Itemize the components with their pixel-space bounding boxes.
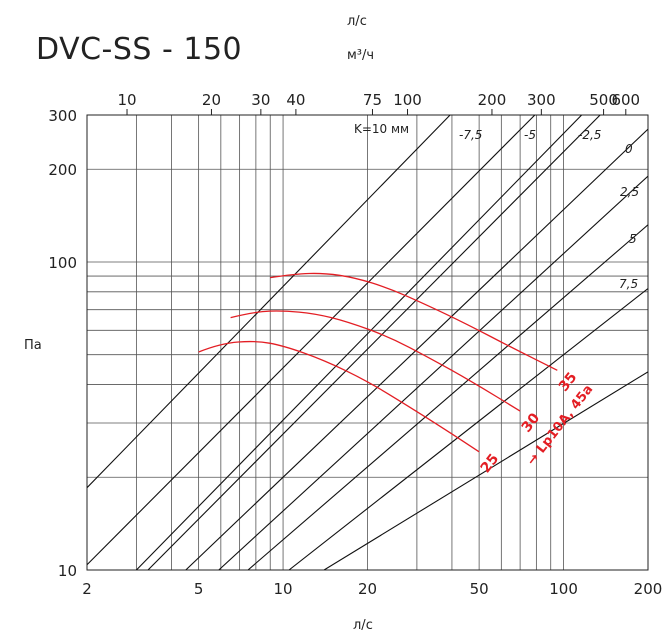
diagonal-line — [87, 115, 536, 566]
diagonal-line-label: 5 — [629, 232, 637, 246]
y-tick-label: 100 — [48, 254, 77, 272]
diagonal-line — [136, 115, 583, 570]
diagonal-line-label: -2,5 — [578, 128, 601, 142]
y-tick-label: 200 — [48, 161, 77, 179]
y-axis-unit: Па — [24, 338, 42, 353]
diagonal-line-label: 0 — [625, 142, 633, 156]
x-tick-label: 2 — [82, 580, 92, 598]
diagonal-line-label: K=10 мм — [354, 122, 409, 136]
fan-curve-label-25: 25 — [478, 451, 503, 476]
fan-curve-25 — [198, 340, 480, 453]
y-tick-label: 300 — [48, 107, 77, 125]
top-axis-tick-label: 40 — [286, 91, 305, 109]
top-axis-tick-label: 600 — [611, 91, 640, 109]
x-tick-label: 50 — [470, 580, 489, 598]
fan-curve-30 — [230, 310, 521, 412]
top-unit-m3h: м³/ч — [347, 48, 375, 63]
diagonal-line — [185, 128, 648, 570]
x-tick-label: 20 — [358, 580, 377, 598]
top-axis-tick-label: 200 — [478, 91, 507, 109]
top-unit-ls: л/с — [347, 14, 367, 29]
diagonal-line — [87, 115, 451, 489]
fan-curve-35 — [270, 272, 558, 371]
top-axis-tick-label: 100 — [393, 91, 422, 109]
x-tick-label: 100 — [549, 580, 578, 598]
top-axis-tick-label: 75 — [363, 91, 382, 109]
diagonal-line — [323, 371, 648, 570]
diagonal-line — [288, 288, 648, 570]
bottom-unit-ls: л/с — [353, 618, 373, 633]
top-axis-tick-label: 30 — [251, 91, 270, 109]
diagonal-line — [147, 115, 601, 570]
fan-curve-label-30: 30 — [519, 410, 544, 435]
top-axis-tick-label: 500 — [589, 91, 618, 109]
diagonal-line-label: 7,5 — [619, 277, 638, 291]
x-tick-label: 5 — [194, 580, 204, 598]
top-axis-tick-label: 10 — [117, 91, 136, 109]
diagonal-line-label: -5 — [524, 128, 536, 142]
chart-title: DVC-SS - 150 — [36, 32, 243, 67]
y-tick-label: 10 — [58, 562, 77, 580]
diagonal-line — [247, 224, 648, 570]
diagonal-lines-group — [87, 115, 648, 570]
plot-frame — [86, 114, 649, 571]
diagonal-line-label: -7,5 — [459, 128, 482, 142]
x-tick-label: 10 — [274, 580, 293, 598]
diagonal-line-label: 2,5 — [620, 185, 639, 199]
top-axis-tick-label: 20 — [202, 91, 221, 109]
top-axis-tick-label: 300 — [527, 91, 556, 109]
diagonal-line — [218, 175, 648, 570]
x-tick-label: 200 — [634, 580, 663, 598]
